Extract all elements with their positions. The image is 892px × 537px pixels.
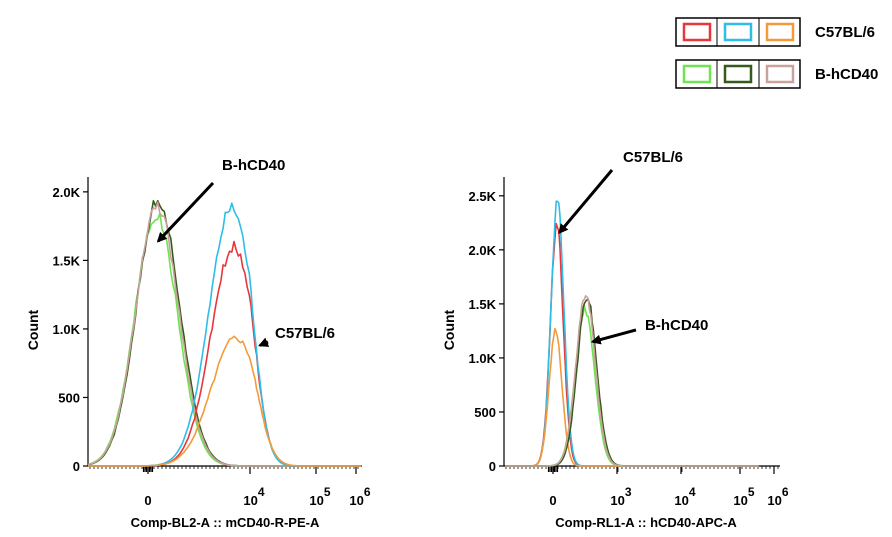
- legend-swatch: [682, 64, 712, 84]
- x-tick-label: 104: [674, 485, 695, 508]
- x-tick-base: 10: [309, 493, 323, 508]
- x-tick-base: 10: [349, 493, 363, 508]
- x-tick-exponent: 4: [258, 485, 265, 499]
- y-tick-label: 2.0K: [469, 243, 497, 258]
- legend-row-bhcd40: B-hCD40: [675, 59, 878, 89]
- annotation-label: C57BL/6: [275, 325, 335, 342]
- histogram-series-c57bl6: [505, 222, 759, 467]
- x-tick-exponent: 5: [324, 485, 331, 499]
- x-tick-exponent: 5: [748, 485, 755, 499]
- y-axis-label: Count: [441, 309, 457, 350]
- y-tick-label: 1.0K: [53, 322, 81, 337]
- x-axis-label: Comp-BL2-A :: mCD40-R-PE-A: [131, 515, 320, 530]
- histogram-series-c57bl6: [88, 335, 362, 467]
- histogram-series-c57bl6: [505, 327, 759, 467]
- y-tick-label: 1.5K: [469, 297, 497, 312]
- histogram-series-c57bl6: [505, 200, 759, 467]
- y-tick-label: 500: [58, 390, 80, 405]
- legend-swatch: [723, 22, 753, 42]
- legend-swatch: [765, 64, 795, 84]
- x-tick-label: 105: [309, 485, 330, 508]
- legend-label: C57BL/6: [815, 24, 875, 41]
- x-tick-label: 106: [349, 485, 370, 508]
- annotation-arrow: [558, 169, 614, 235]
- x-tick-exponent: 4: [689, 485, 696, 499]
- x-tick-exponent: 3: [625, 485, 632, 499]
- legend-label: B-hCD40: [815, 66, 878, 83]
- annotation-label: B-hCD40: [645, 317, 708, 334]
- y-tick-label: 1.0K: [469, 351, 497, 366]
- x-tick-base: 10: [243, 493, 257, 508]
- legend-swatch: [765, 22, 795, 42]
- y-axis-label: Count: [25, 309, 41, 350]
- legend-frame: [675, 17, 801, 47]
- x-tick-label: 103: [610, 485, 631, 508]
- x-tick-label: 106: [767, 485, 788, 508]
- legend-swatch: [682, 22, 712, 42]
- histogram-series-bhcd40: [505, 295, 759, 467]
- x-tick-label: 104: [243, 485, 264, 508]
- histogram-panel-right: Count Comp-RL1-A :: hCD40-APC-A 0 500 1.0K…: [441, 149, 789, 530]
- x-tick-label: 0: [549, 493, 556, 508]
- legend-row-c57bl6: C57BL/6: [675, 17, 875, 47]
- annotation-label: B-hCD40: [222, 157, 285, 174]
- annotation-arrow: [590, 328, 637, 345]
- x-axis-label: Comp-RL1-A :: hCD40-APC-A: [555, 515, 737, 530]
- annotation-arrow: [156, 181, 215, 243]
- x-tick-exponent: 6: [782, 485, 789, 499]
- y-tick-label: 2.5K: [469, 189, 497, 204]
- legend: C57BL/6 B-hCD40: [675, 17, 878, 89]
- legend-frame: [675, 59, 801, 89]
- x-tick-base: 10: [767, 493, 781, 508]
- legend-swatch: [723, 64, 753, 84]
- annotation-label: C57BL/6: [623, 149, 683, 166]
- y-tick-label: 2.0K: [53, 185, 81, 200]
- histogram-panel-left: Count Comp-BL2-A :: mCD40-R-PE-A 0 500 1.0…: [25, 157, 371, 530]
- x-tick-base: 10: [674, 493, 688, 508]
- x-tick-label: 0: [144, 493, 151, 508]
- y-tick-label: 500: [474, 405, 496, 420]
- x-tick-base: 10: [733, 493, 747, 508]
- annotation-arrow: [258, 337, 270, 347]
- y-tick-label: 0: [73, 459, 80, 474]
- x-tick-exponent: 6: [364, 485, 371, 499]
- x-tick-base: 10: [610, 493, 624, 508]
- y-tick-label: 1.5K: [53, 253, 81, 268]
- y-tick-label: 0: [489, 459, 496, 474]
- x-tick-label: 105: [733, 485, 754, 508]
